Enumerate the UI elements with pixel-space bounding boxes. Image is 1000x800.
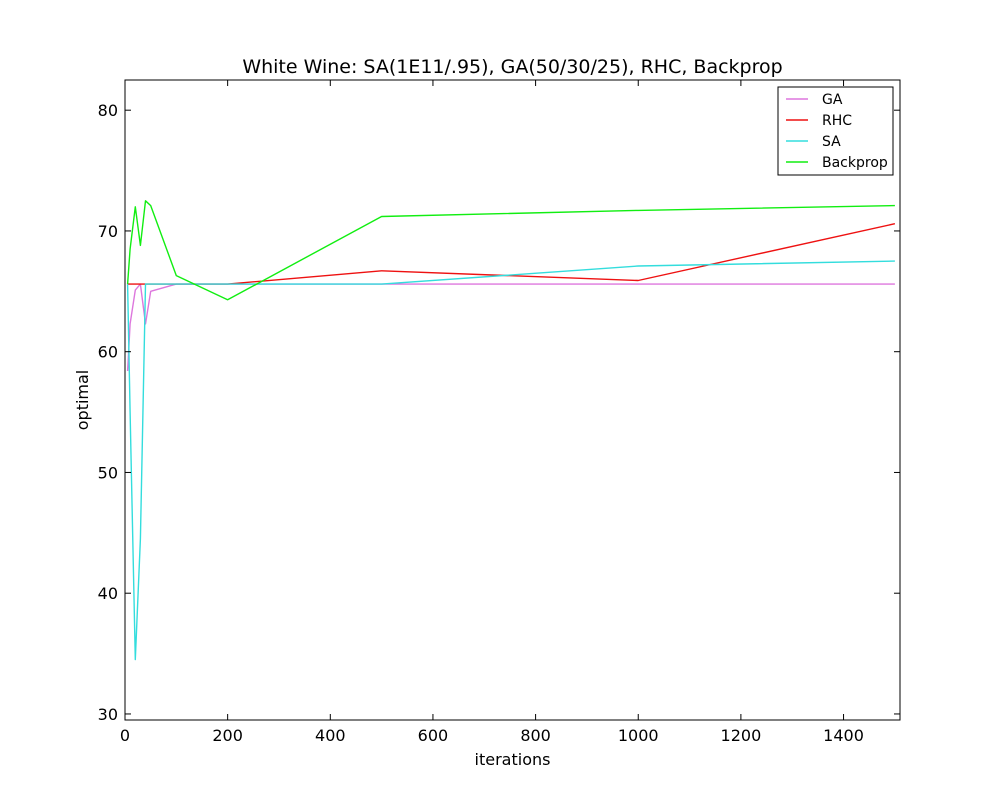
plot-area-frame (124, 79, 901, 721)
y-axis-title: optimal (73, 370, 92, 431)
y-tick-label: 70 (98, 222, 118, 241)
legend-label-rhc: RHC (822, 113, 852, 129)
tick-layer: 0 200 400 600 800 1000 1200 1400 30 40 50 60 70 80 (98, 80, 900, 745)
legend-label-backprop: Backprop (822, 155, 888, 171)
series-line-sa (126, 260, 895, 661)
x-tick-label: 1200 (721, 726, 762, 745)
x-tick-label: 600 (418, 726, 449, 745)
x-tick-label: 200 (212, 726, 243, 745)
legend-box (777, 86, 894, 176)
x-tick-label: 0 (120, 726, 130, 745)
legend-label-sa: SA (822, 134, 841, 150)
y-tick-label: 80 (98, 101, 118, 120)
y-tick-label: 40 (98, 584, 118, 603)
x-tick-label: 1400 (823, 726, 864, 745)
y-tick-label: 50 (98, 463, 118, 482)
x-tick-label: 400 (315, 726, 346, 745)
x-tick-label: 800 (520, 726, 551, 745)
series-line-ga (126, 283, 895, 372)
series-line-backprop (126, 200, 895, 301)
x-axis-title: iterations (475, 750, 551, 769)
legend: GA RHC SA Backprop (777, 86, 894, 176)
y-tick-label: 30 (98, 705, 118, 724)
legend-label-ga: GA (822, 92, 843, 108)
chart-title: White Wine: SA(1E11/.95), GA(50/30/25), … (242, 56, 782, 78)
y-tick-label: 60 (98, 343, 118, 362)
x-tick-label: 1000 (618, 726, 659, 745)
series-layer (126, 200, 896, 661)
